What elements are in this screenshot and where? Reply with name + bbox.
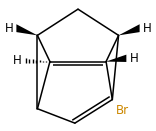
Polygon shape: [119, 24, 140, 35]
Text: H: H: [5, 22, 13, 35]
Polygon shape: [16, 24, 37, 35]
Text: H: H: [13, 54, 22, 67]
Text: Br: Br: [115, 104, 129, 117]
Polygon shape: [106, 55, 126, 62]
Text: H: H: [129, 52, 138, 65]
Text: H: H: [143, 22, 151, 35]
